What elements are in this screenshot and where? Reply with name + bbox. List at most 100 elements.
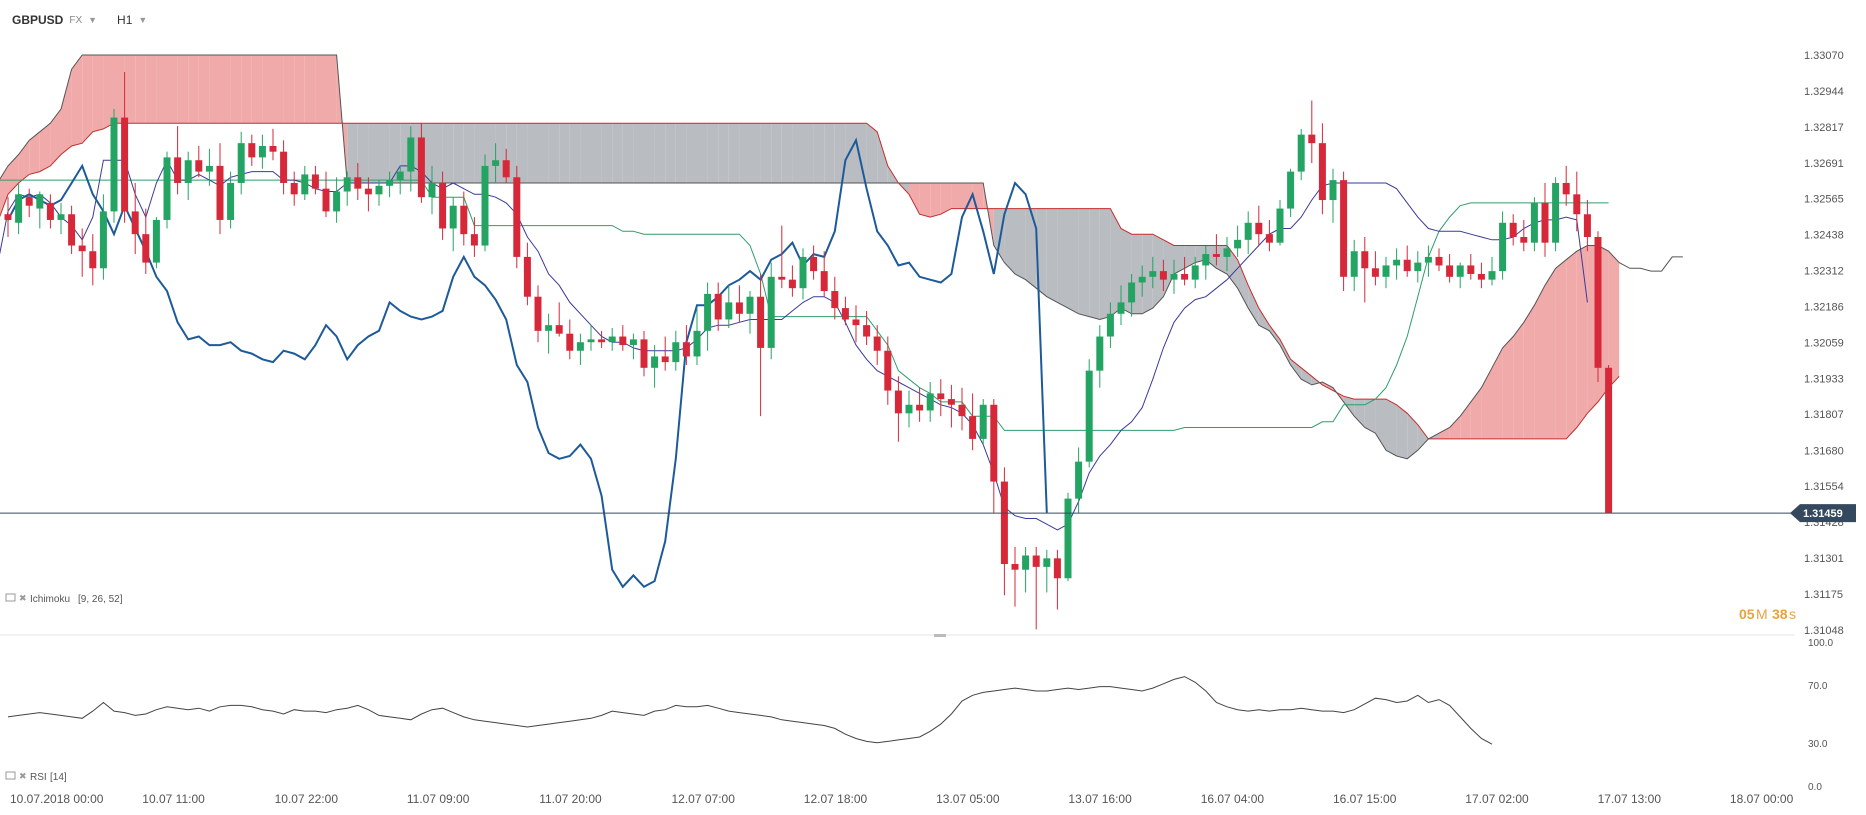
candle — [492, 143, 500, 183]
time-tick-label: 13.07 16:00 — [1068, 792, 1132, 806]
timeframe-label[interactable]: H1 — [117, 13, 133, 27]
candle-body — [555, 325, 563, 334]
candle-body — [1234, 239, 1242, 249]
resize-handle[interactable] — [934, 634, 946, 637]
candle — [1350, 239, 1358, 292]
candle-body — [693, 330, 701, 357]
candle-body — [852, 319, 860, 326]
candle — [1287, 168, 1295, 218]
candle-body — [545, 325, 553, 331]
candle — [651, 345, 659, 388]
candle — [1414, 251, 1422, 283]
price-tick-label: 1.32312 — [1804, 266, 1844, 278]
time-tick-label: 10.07.2018 00:00 — [10, 792, 104, 806]
chevron-down-icon[interactable]: ▼ — [138, 15, 148, 25]
candle-body — [1594, 236, 1602, 368]
price-tick-label: 1.31933 — [1804, 373, 1844, 385]
candle-body — [89, 251, 97, 269]
candle — [693, 308, 701, 365]
candle-body — [725, 302, 733, 320]
candle — [1361, 236, 1369, 303]
candle-body — [142, 234, 150, 263]
cloud-bullish-segment — [357, 123, 369, 183]
candle — [110, 109, 118, 223]
candle-body — [1075, 461, 1083, 499]
candle-body — [1361, 251, 1369, 269]
candle-body — [174, 157, 182, 183]
symbol-label[interactable]: GBPUSD — [12, 13, 64, 27]
cloud-bullish-segment — [591, 123, 602, 183]
candle-body — [78, 245, 86, 252]
candle-body — [1191, 265, 1199, 280]
candle — [810, 245, 818, 280]
candle — [1170, 259, 1178, 294]
candle — [142, 208, 150, 274]
candle — [396, 165, 404, 195]
candle-body — [1096, 336, 1104, 371]
candle — [428, 165, 436, 215]
cloud-bullish-segment — [1152, 234, 1164, 309]
candle-body — [1393, 259, 1401, 266]
candle — [1000, 467, 1008, 596]
candle-body — [205, 165, 213, 172]
cloud-bullish-segment — [1046, 208, 1058, 303]
candle-body — [216, 165, 224, 220]
candle — [852, 305, 860, 343]
candle-body — [428, 182, 436, 198]
candle — [78, 228, 86, 277]
cloud-bearish-segment — [304, 55, 316, 124]
candle-body — [1552, 182, 1560, 243]
candle-body — [301, 174, 309, 195]
candle — [1223, 236, 1231, 272]
countdown-seconds-unit: s — [1789, 606, 1796, 622]
close-icon[interactable]: ✖ — [19, 771, 27, 781]
candle — [184, 151, 192, 201]
chevron-down-icon[interactable]: ▼ — [88, 15, 98, 25]
candle — [57, 202, 65, 235]
cloud-bearish-segment — [326, 55, 337, 124]
candle-body — [1308, 134, 1316, 144]
settings-icon[interactable] — [5, 771, 16, 780]
candle — [1191, 256, 1199, 289]
price-tick-label: 1.32059 — [1804, 338, 1844, 350]
candle-body — [1000, 481, 1008, 565]
candle-body — [1605, 367, 1613, 513]
cloud-bullish-segment — [771, 123, 782, 183]
market-label[interactable]: FX — [69, 14, 83, 26]
cloud-bearish-segment — [71, 55, 83, 146]
candle-body — [502, 160, 510, 178]
cloud-bearish-segment — [1576, 245, 1588, 428]
candle — [799, 248, 807, 300]
candle — [481, 154, 489, 252]
candle — [1276, 200, 1284, 246]
candle-body — [1583, 214, 1591, 237]
rsi-panel[interactable] — [7, 676, 1493, 745]
cloud-bullish-segment — [1089, 208, 1100, 320]
candle-body — [1043, 558, 1051, 567]
cloud-bullish-segment — [463, 123, 475, 183]
cloud-bullish-segment — [813, 123, 825, 183]
cloud-bullish-segment — [1396, 404, 1408, 459]
candle — [629, 333, 637, 360]
close-icon[interactable]: ✖ — [19, 593, 27, 603]
cloud-bearish-segment — [1481, 367, 1492, 439]
countdown-minutes: 05 — [1739, 606, 1755, 622]
candle — [1032, 546, 1040, 630]
candle-body — [863, 325, 871, 337]
candle-body — [1138, 276, 1146, 283]
cloud-bullish-segment — [633, 123, 644, 183]
cloud-bearish-segment — [39, 123, 51, 172]
candle-body — [1414, 262, 1422, 272]
cloud-bearish-segment — [930, 182, 941, 218]
candle-body — [820, 271, 828, 292]
candle — [1053, 549, 1061, 610]
rsi-legend: ✖ RSI [14] — [5, 771, 67, 783]
candle — [1308, 100, 1316, 164]
settings-icon[interactable] — [5, 593, 16, 602]
senkou-span-b-line — [0, 54, 1683, 460]
cloud-bearish-segment — [262, 55, 273, 124]
candle — [1022, 546, 1030, 593]
rsi-tick-label: 100.0 — [1808, 638, 1833, 649]
cloud-bullish-segment — [1258, 308, 1270, 331]
